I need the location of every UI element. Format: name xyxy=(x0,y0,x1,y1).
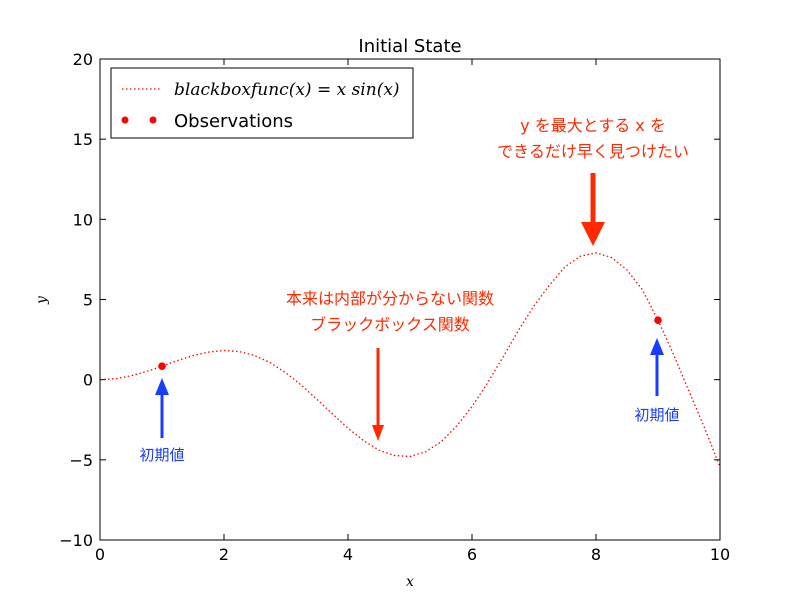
legend-obs-marker-1 xyxy=(121,116,129,124)
x-tick-label: 4 xyxy=(343,545,353,564)
initial-left-label: 初期値 xyxy=(139,446,184,464)
initial-left-arrow-head xyxy=(155,378,169,395)
x-tick-label: 2 xyxy=(219,545,229,564)
legend-obs-label: Observations xyxy=(174,111,293,132)
y-tick-label: 0 xyxy=(83,371,93,390)
plot-area xyxy=(100,59,720,540)
curve-layer xyxy=(99,252,721,468)
initial-left-annotation: 初期値 xyxy=(139,378,185,464)
y-axis-label: y xyxy=(34,295,50,305)
y-tick-label: −10 xyxy=(59,531,93,550)
goal-text-line2: できるだけ早く見つけたい xyxy=(497,142,689,161)
series-line-blackboxfunc xyxy=(99,252,721,468)
legend-func-label: blackboxfunc(x) = x sin(x) xyxy=(174,80,400,100)
chart-title: Initial State xyxy=(358,36,461,57)
x-tick-label: 6 xyxy=(467,545,477,564)
axis-ticks: 0 2 4 6 8 10 −10 −5 0 5 10 15 20 xyxy=(59,50,730,564)
legend: blackboxfunc(x) = x sin(x) Observations xyxy=(110,67,414,139)
goal-text-line1: y を最大とする x を xyxy=(520,116,666,135)
observation-points xyxy=(158,316,662,370)
blackbox-annotation: 本来は内部が分からない関数 ブラックボックス関数 xyxy=(286,289,494,441)
initial-right-label: 初期値 xyxy=(634,406,679,424)
plot-frame xyxy=(99,58,721,541)
y-tick-label: −5 xyxy=(69,451,93,470)
goal-annotation: y を最大とする x を できるだけ早く見つけたい xyxy=(497,116,689,246)
x-axis-label: x xyxy=(406,574,414,590)
y-tick-label: 10 xyxy=(73,210,93,229)
x-tick-label: 0 xyxy=(95,545,105,564)
y-tick-label: 5 xyxy=(83,291,93,310)
blackbox-text-line1: 本来は内部が分からない関数 xyxy=(286,289,494,308)
initial-right-annotation: 初期値 xyxy=(634,338,680,424)
y-tick-label: 20 xyxy=(73,50,93,69)
blackbox-arrow-head xyxy=(372,425,384,441)
y-tick-label: 15 xyxy=(73,130,93,149)
x-tick-label: 10 xyxy=(710,545,730,564)
legend-box xyxy=(110,67,414,139)
initial-right-arrow-head xyxy=(650,338,664,355)
x-tick-label: 8 xyxy=(591,545,601,564)
observation-point xyxy=(158,362,166,370)
blackbox-text-line2: ブラックボックス関数 xyxy=(310,315,470,334)
observation-point xyxy=(654,316,662,324)
legend-obs-marker-2 xyxy=(149,116,157,124)
goal-arrow-head xyxy=(581,222,605,246)
